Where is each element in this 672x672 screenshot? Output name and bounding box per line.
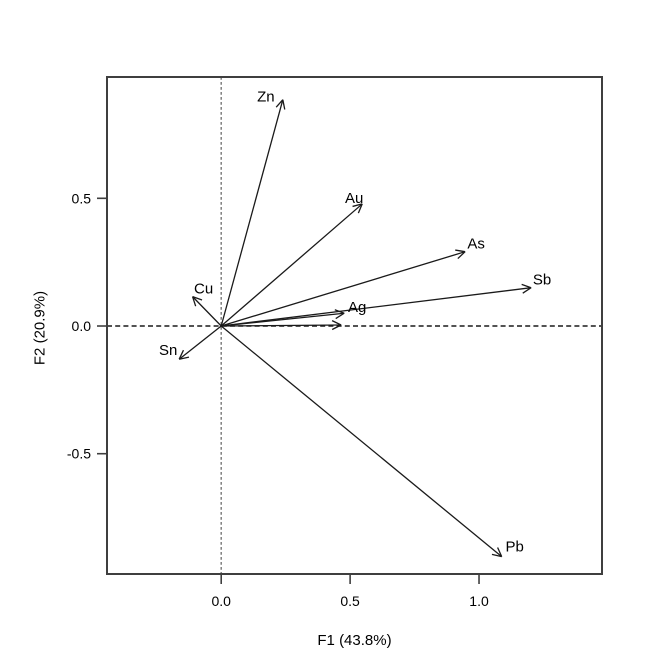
- arrowhead-barb-Au-0: [357, 203, 363, 214]
- loading-label-Zn: Zn: [257, 89, 275, 106]
- x-tick-label-0: 0.0: [211, 593, 231, 609]
- arrowhead-barb-Sb-0: [522, 287, 532, 294]
- loading-label-Pb: Pb: [506, 539, 524, 556]
- plot-border: [106, 76, 603, 575]
- arrowhead-barb-Sn-1: [179, 356, 190, 360]
- arrowhead-barb-Cu-1: [191, 296, 197, 307]
- arrowhead-barb-unlabeled-0: [331, 324, 342, 331]
- arrowhead-barb-Cu-0: [192, 296, 203, 301]
- loading-label-Ag: Ag: [348, 299, 366, 316]
- loading-arrow-Cu: [192, 296, 222, 327]
- y-tick-label-2: 0.5: [72, 190, 92, 206]
- arrowhead-barb-Sb-1: [521, 283, 532, 289]
- arrowhead-barb-Pb-0: [491, 553, 502, 558]
- loading-label-Sn: Sn: [159, 342, 177, 359]
- arrowhead-barb-Ag-0: [335, 312, 345, 320]
- loading-label-As: As: [467, 236, 485, 253]
- loading-arrow-As: [221, 251, 466, 327]
- loading-arrow-Sb: [221, 287, 532, 327]
- arrowhead-barb-Sn-0: [178, 349, 185, 360]
- y-tick-label-1: 0.0: [72, 318, 92, 334]
- y-axis-title: F2 (20.9%): [31, 290, 49, 366]
- loading-arrow-Au: [220, 203, 363, 327]
- loading-label-Au: Au: [345, 190, 363, 207]
- arrowhead-barb-Zn-0: [282, 99, 286, 110]
- arrowhead-barb-Au-1: [352, 203, 363, 208]
- y-tick-label-0: -0.5: [67, 446, 91, 462]
- loading-label-Cu: Cu: [194, 281, 213, 298]
- loading-arrow-Pb: [220, 325, 503, 558]
- loading-label-Sb: Sb: [533, 272, 551, 289]
- x-tick-label-1: 0.5: [340, 593, 360, 609]
- arrowhead-barb-Pb-1: [497, 547, 503, 557]
- loading-arrow-Ag: [221, 312, 345, 327]
- arrowhead-barb-Zn-1: [275, 99, 284, 108]
- loading-arrow-unlabeled: [221, 324, 342, 327]
- x-axis-title: F1 (43.8%): [317, 632, 392, 649]
- arrowhead-barb-Ag-1: [334, 309, 345, 314]
- loading-arrow-Sn: [178, 325, 222, 360]
- x-tick-label-2: 1.0: [469, 593, 489, 609]
- arrowhead-barb-As-1: [455, 249, 466, 253]
- arrowhead-barb-As-0: [457, 251, 466, 260]
- loading-arrow-Zn: [220, 99, 284, 327]
- arrowhead-barb-unlabeled-1: [331, 320, 342, 326]
